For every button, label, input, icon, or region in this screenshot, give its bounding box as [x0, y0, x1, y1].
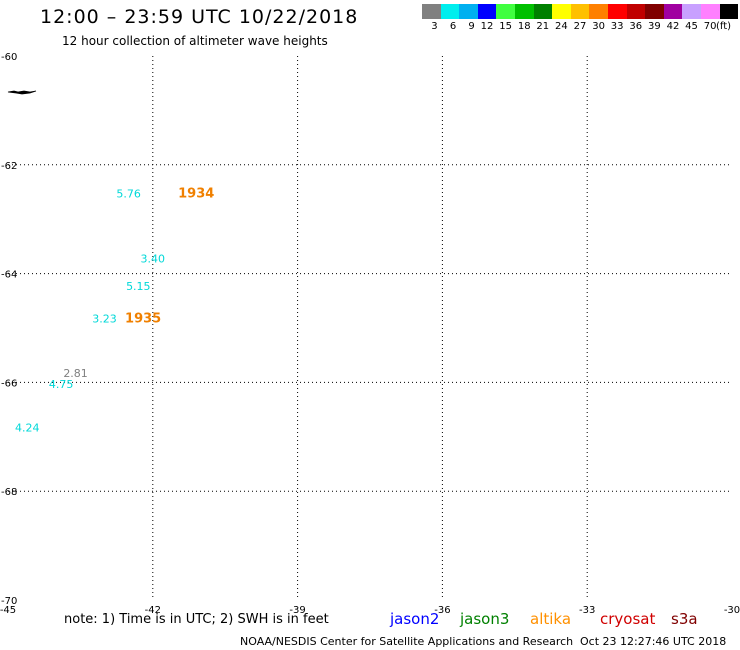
footer-note: note: 1) Time is in UTC; 2) SWH is in fe… [64, 612, 329, 627]
colorbar-label: 30 [592, 21, 605, 32]
wave-height-label: 5.76 [116, 187, 141, 200]
longitude-tick-label: -36 [434, 605, 450, 616]
colorbar-swatch [459, 4, 478, 19]
wave-height-label: 3.40 [141, 253, 166, 266]
colorbar-swatch [719, 4, 739, 19]
colorbar-swatch [477, 4, 497, 19]
colorbar-label: 36 [629, 21, 643, 32]
satellite-name: altika [530, 610, 572, 628]
colorbar-swatch [496, 4, 515, 19]
colorbar-unit: (ft) [716, 21, 732, 32]
wave-height-label: 5.15 [126, 280, 151, 293]
colorbar-label: 9 [468, 21, 475, 32]
observation-time-label: 1935 [125, 312, 161, 327]
colorbar-label: 39 [647, 21, 661, 32]
colorbar-label: 42 [666, 21, 680, 32]
colorbar-label: 70 [703, 21, 717, 32]
wave-height-label: 2.81 [63, 367, 88, 380]
latitude-tick-label: -64 [1, 270, 17, 281]
wave-height-label: 3.23 [92, 313, 117, 326]
colorbar-label: 3 [431, 21, 438, 32]
colorbar [422, 4, 739, 19]
colorbar-label: 18 [517, 21, 531, 32]
colorbar-swatch [607, 4, 627, 19]
satellite-name: cryosat [600, 610, 656, 628]
latitude-tick-label: -70 [1, 596, 17, 607]
colorbar-swatch [589, 4, 608, 19]
colorbar-swatch [700, 4, 720, 19]
colorbar-swatch [552, 4, 571, 19]
colorbar-label: 6 [449, 21, 457, 32]
colorbar-labels: 3 6 9 12 15 18 21 24 27 30 33 36 39 42 45 70 [422, 21, 738, 32]
colorbar-swatch [514, 4, 534, 19]
colorbar-swatch [440, 4, 460, 19]
latitude-tick-label: -66 [1, 378, 17, 389]
page-title: 12:00 – 23:59 UTC 10/22/2018 [40, 6, 359, 28]
colorbar-label: 21 [536, 21, 550, 32]
colorbar-label: 15 [499, 21, 512, 32]
latitude-tick-label: -62 [1, 161, 17, 172]
longitude-tick-label: -42 [145, 605, 161, 616]
latitude-tick-label: -68 [1, 487, 17, 498]
colorbar-label: 45 [685, 21, 698, 32]
satellite-name: jason2 [390, 610, 440, 628]
longitude-tick-label: -33 [579, 605, 595, 616]
colorbar-swatch [663, 4, 683, 19]
colorbar-swatch [570, 4, 590, 19]
wave-height-label: 4.24 [15, 421, 40, 434]
coastline-fragment [7, 90, 37, 95]
colorbar-swatch [645, 4, 664, 19]
footer-credit: NOAA/NESDIS Center for Satellite Applica… [240, 635, 574, 648]
latitude-tick-label: -60 [1, 52, 17, 63]
page-subtitle: 12 hour collection of altimeter wave hei… [62, 34, 328, 48]
satellite-name: jason3 [460, 610, 510, 628]
colorbar-label: 12 [480, 21, 494, 32]
satellite-name: s3a [671, 610, 698, 628]
longitude-tick-label: -30 [724, 605, 740, 616]
colorbar-label: 27 [573, 21, 587, 32]
colorbar-label: 24 [555, 21, 568, 32]
longitude-tick-label: -45 [0, 605, 16, 616]
colorbar-swatch [682, 4, 701, 19]
colorbar-label: 33 [610, 21, 624, 32]
colorbar-swatch [422, 4, 441, 19]
wave-height-label: 4.75 [49, 378, 74, 391]
colorbar-swatch [626, 4, 646, 19]
footer-timestamp: Oct 23 12:27:46 UTC 2018 [580, 635, 727, 648]
observation-time-label: 1934 [178, 186, 214, 201]
longitude-tick-label: -39 [289, 605, 305, 616]
colorbar-swatch [533, 4, 553, 19]
